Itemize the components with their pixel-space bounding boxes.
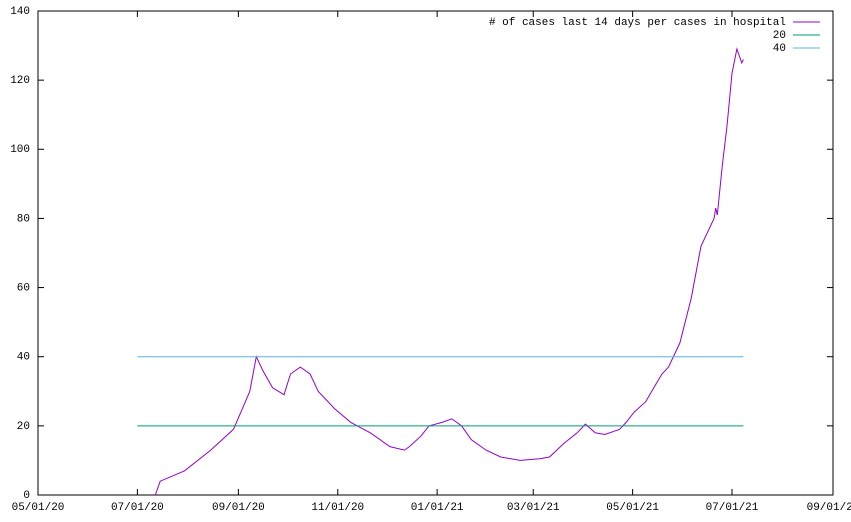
y-tick-label: 40: [17, 352, 30, 364]
x-tick-label: 11/01/20: [311, 502, 364, 514]
x-tick-label: 07/01/21: [706, 502, 759, 514]
x-tick-label: 03/01/21: [507, 502, 560, 514]
plot-frame: [37, 10, 834, 496]
legend-label: 40: [773, 43, 786, 55]
x-tick-label: 01/01/21: [411, 502, 464, 514]
x-tick-label: 09/01/20: [212, 502, 265, 514]
x-tick-label: 05/01/20: [12, 502, 65, 514]
legend-label: # of cases last 14 days per cases in hos…: [489, 17, 786, 29]
x-tick-label: 07/01/20: [111, 502, 164, 514]
y-tick-label: 80: [17, 213, 30, 225]
legend-label: 20: [773, 30, 786, 42]
y-tick-label: 100: [10, 144, 30, 156]
y-tick-label: 0: [23, 490, 30, 502]
y-tick-label: 20: [17, 421, 30, 433]
x-tick-label: 05/01/21: [606, 502, 659, 514]
y-tick-label: 120: [10, 75, 30, 87]
series-line: [154, 47, 744, 496]
y-tick-label: 60: [17, 282, 30, 294]
y-tick-label: 140: [10, 6, 30, 18]
x-tick-label: 09/01/21: [807, 502, 851, 514]
